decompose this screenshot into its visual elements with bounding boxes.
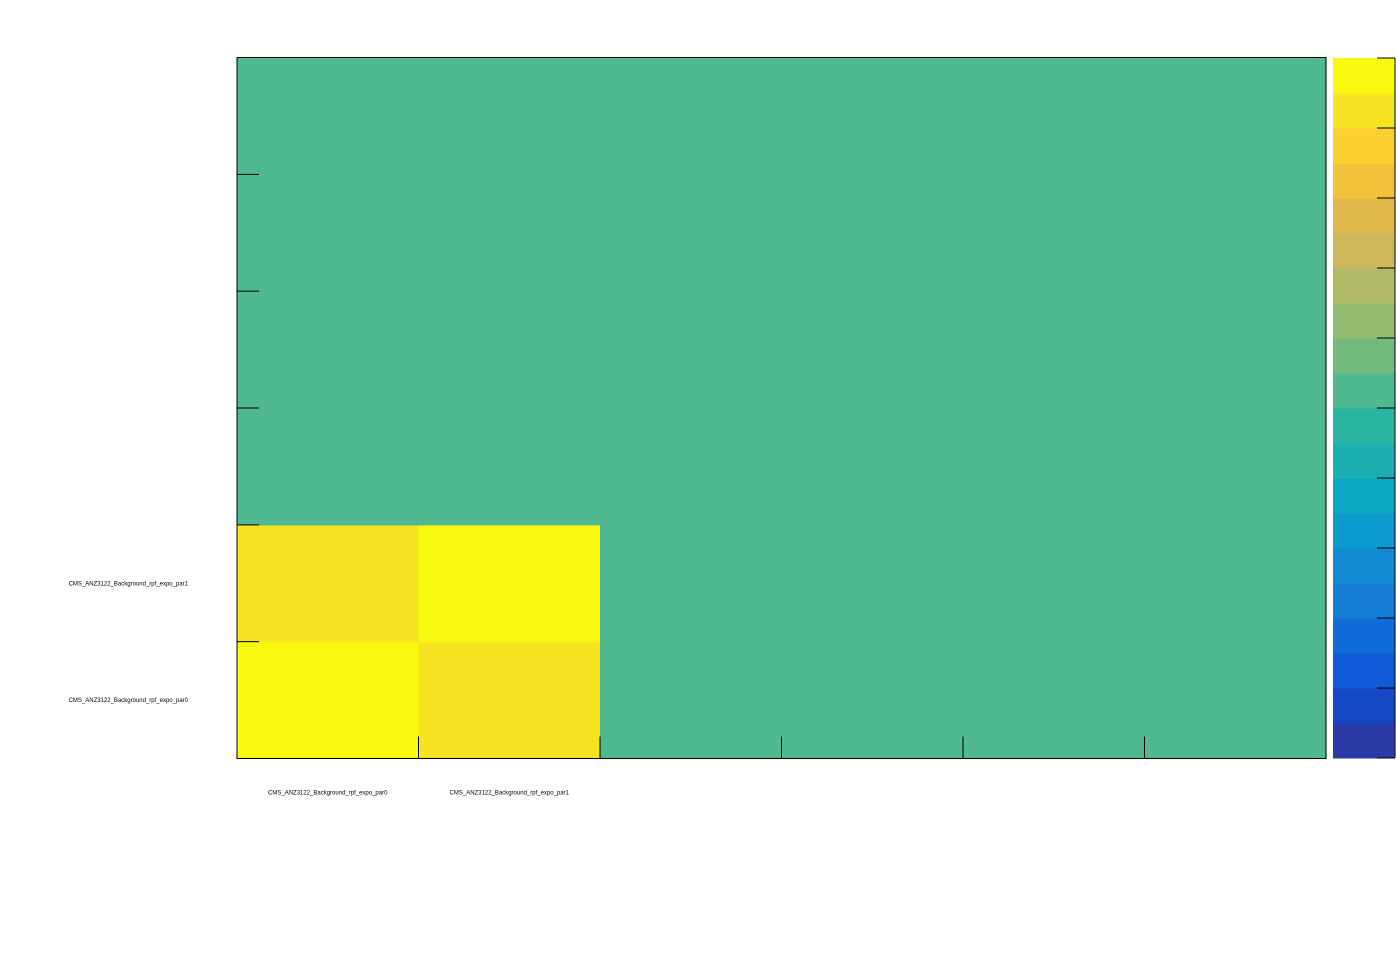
y-tick-label-0: CMS_ANZ3122_Background_rpf_expo_par0 [69,698,189,704]
palette-swatch-0 [1333,723,1395,759]
heatmap-cell-r1-c3 [781,524,964,643]
heatmap-cell-r0-c3 [781,641,964,760]
palette-swatch-15 [1333,198,1395,234]
heatmap-cell-r1-c4 [963,524,1146,643]
heatmap-cell-r0-c5 [1144,641,1327,760]
heatmap-cell-r3-c2 [600,291,783,409]
heatmap-cell-r1-c2 [600,524,783,643]
heatmap-cell-r2-c3 [781,408,964,526]
y-tick-label-1: CMS_ANZ3122_Background_rpf_expo_par1 [69,581,189,587]
tick-labels: CMS_ANZ3122_Background_rpf_expo_par0 CMS_… [69,581,570,796]
palette-swatch-10 [1333,373,1395,409]
heatmap-cell-r3-c1 [418,291,601,409]
axis-ticks [236,57,1327,759]
heatmap-cell-r5-c0 [237,57,420,175]
heatmap-cell-r2-c4 [963,408,1146,526]
heatmap-cell-r3-c3 [781,291,964,409]
palette-swatch-5 [1333,548,1395,584]
heatmap-cell-r1-c1 [418,524,601,643]
heatmap-cell-r0-c4 [963,641,1146,760]
heatmap-cell-r0-c2 [600,641,783,760]
heatmap-cell-r2-c1 [418,408,601,526]
heatmap-cell-r5-c2 [600,57,783,175]
palette-swatch-14 [1333,233,1395,269]
heatmap-cell-r1-c5 [1144,524,1327,643]
heatmap-cell-r5-c3 [781,57,964,175]
heatmap-cell-r4-c2 [600,174,783,292]
heatmap-cell-r3-c0 [237,291,420,409]
heatmap-cell-r2-c2 [600,408,783,526]
heatmap-cell-r0-c0 [237,641,420,760]
heatmap-cell-r4-c5 [1144,174,1327,292]
palette-swatch-17 [1333,128,1395,164]
palette-swatch-13 [1333,268,1395,304]
palette-swatch-6 [1333,513,1395,549]
heatmap-cell-r5-c5 [1144,57,1327,175]
x-tick-label-1: CMS_ANZ3122_Background_rpf_expo_par1 [450,791,570,797]
palette-swatch-4 [1333,583,1395,619]
palette-swatch-16 [1333,163,1395,199]
palette-swatch-11 [1333,338,1395,374]
heatmap-cell-r4-c4 [963,174,1146,292]
x-tick-label-0: CMS_ANZ3122_Background_rpf_expo_par0 [268,791,388,797]
heatmap-cell-r3-c5 [1144,291,1327,409]
heatmap-cell-r2-c0 [237,408,420,526]
heatmap-cell-r5-c1 [418,57,601,175]
heatmap-cells [237,57,1327,760]
heatmap-cell-r4-c3 [781,174,964,292]
palette-swatch-18 [1333,93,1395,129]
heatmap-cell-r3-c4 [963,291,1146,409]
heatmap-cell-r0-c1 [418,641,601,760]
palette-swatch-1 [1333,688,1395,724]
palette-swatch-9 [1333,408,1395,444]
palette-swatch-8 [1333,443,1395,479]
palette-swatch-7 [1333,478,1395,514]
color-palette [1333,57,1396,759]
heatmap-cell-r4-c1 [418,174,601,292]
palette-swatch-3 [1333,618,1395,654]
heatmap-cell-r2-c5 [1144,408,1327,526]
palette-swatch-2 [1333,653,1395,689]
palette-swatch-19 [1333,58,1395,94]
heatmap-cell-r1-c0 [237,524,420,643]
heatmap-cell-r4-c0 [237,174,420,292]
heatmap-cell-r5-c4 [963,57,1146,175]
palette-swatch-12 [1333,303,1395,339]
